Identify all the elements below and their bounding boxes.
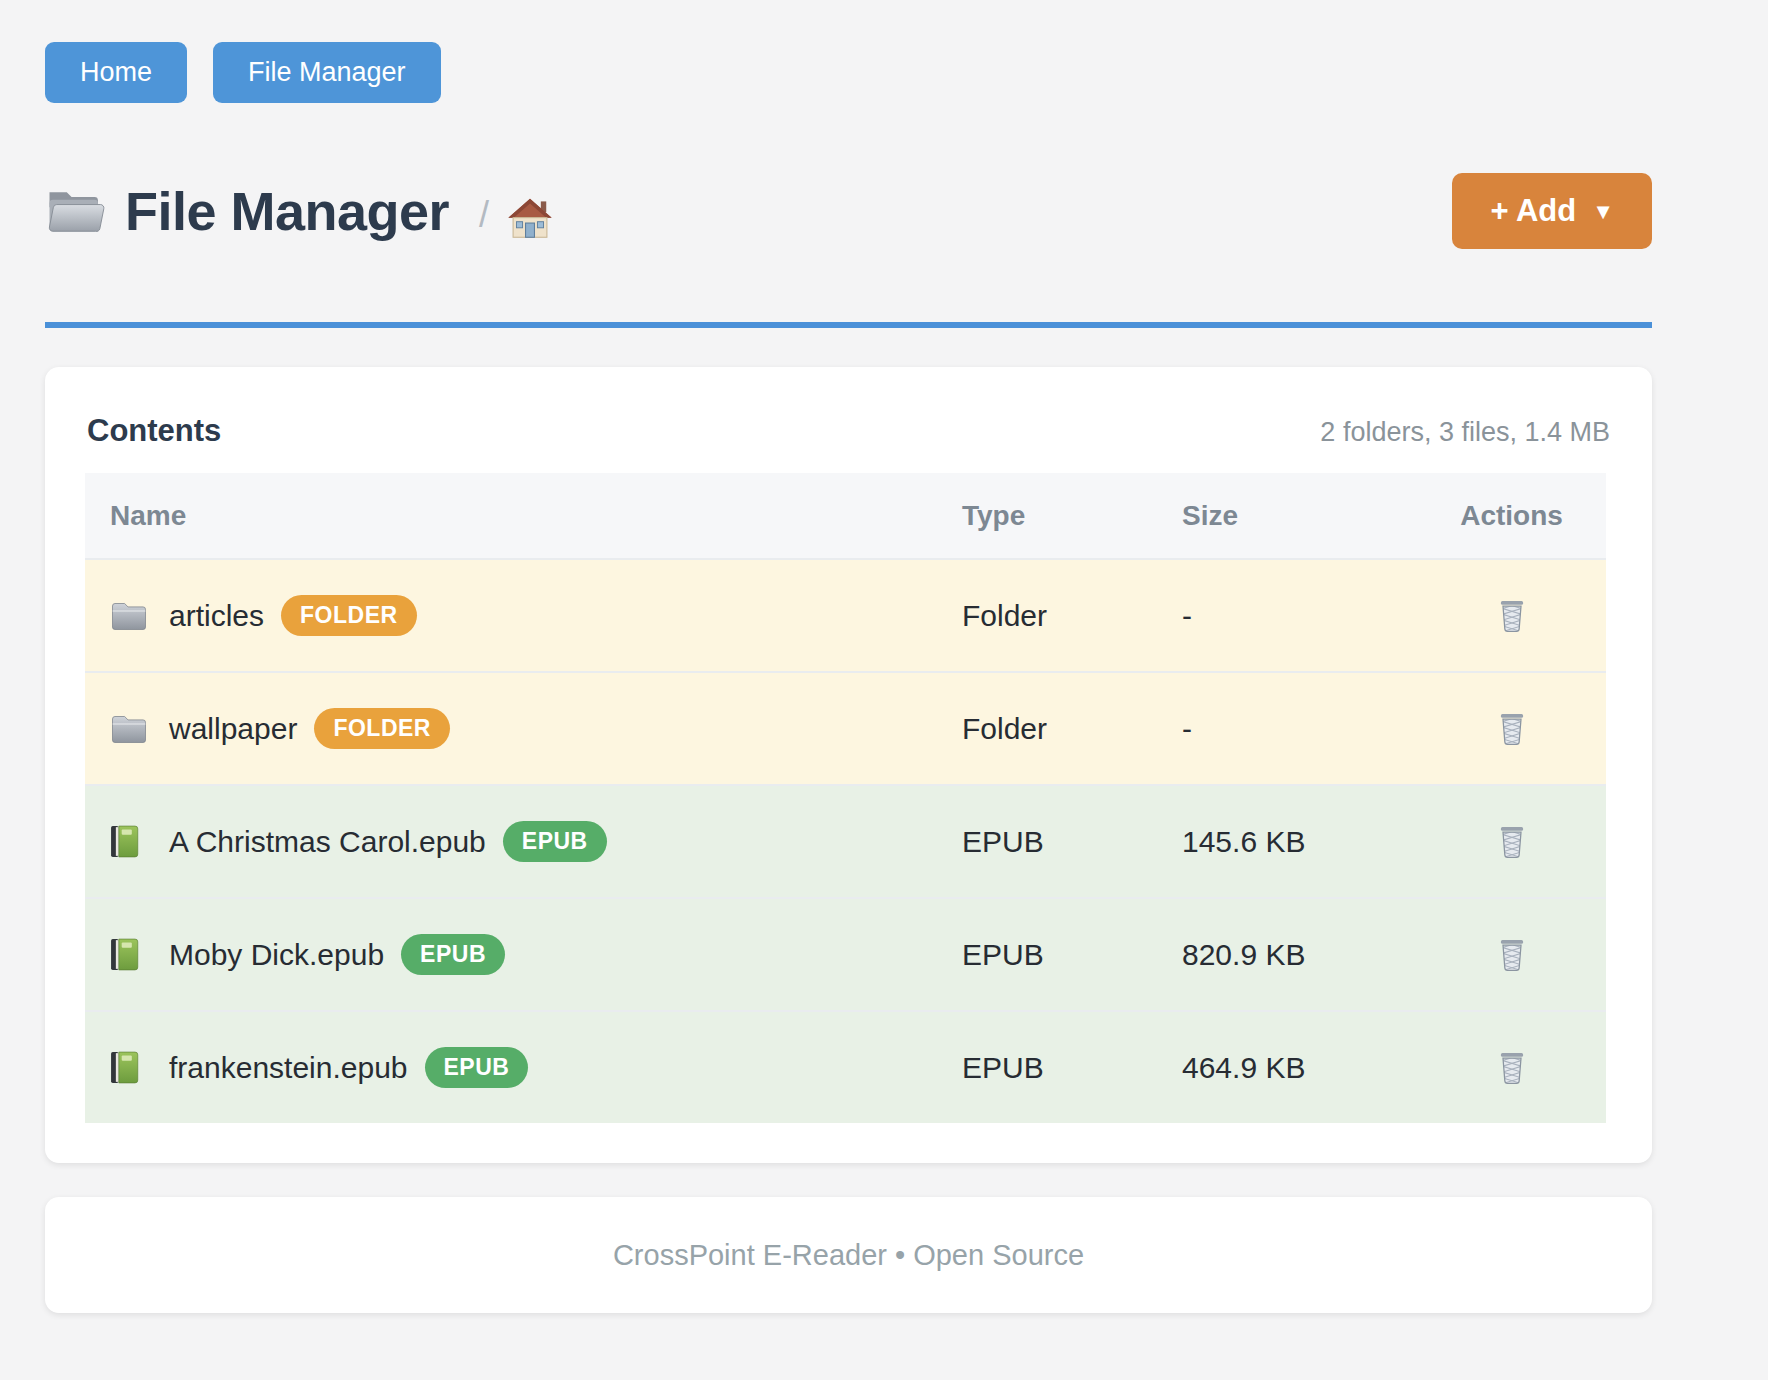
header-divider <box>45 322 1652 328</box>
top-nav: Home File Manager <box>45 0 1652 103</box>
type-cell: Folder <box>937 599 1157 633</box>
name-cell: A Christmas Carol.epub EPUB <box>85 821 937 862</box>
home-button[interactable]: Home <box>45 42 187 103</box>
size-cell: - <box>1157 599 1417 633</box>
type-cell: Folder <box>937 712 1157 746</box>
column-header-name: Name <box>85 500 937 532</box>
table-row[interactable]: A Christmas Carol.epub EPUB EPUB 145.6 K… <box>85 784 1606 897</box>
file-name[interactable]: A Christmas Carol.epub <box>169 825 486 859</box>
book-icon <box>110 825 148 858</box>
actions-cell <box>1417 820 1606 864</box>
type-badge: EPUB <box>503 821 607 862</box>
breadcrumb-separator: / <box>479 194 489 236</box>
delete-button[interactable] <box>1493 820 1531 864</box>
chevron-down-icon: ▼ <box>1592 199 1614 225</box>
name-cell: articles FOLDER <box>85 595 937 636</box>
name-cell: frankenstein.epub EPUB <box>85 1047 937 1088</box>
contents-card-header: Contents 2 folders, 3 files, 1.4 MB <box>85 407 1612 473</box>
trash-icon <box>1497 937 1527 973</box>
actions-cell <box>1417 1046 1606 1090</box>
column-header-type: Type <box>937 500 1157 532</box>
footer-card: CrossPoint E-Reader • Open Source <box>45 1197 1652 1313</box>
trash-icon <box>1497 824 1527 860</box>
delete-button[interactable] <box>1493 933 1531 977</box>
size-cell: - <box>1157 712 1417 746</box>
delete-button[interactable] <box>1493 707 1531 751</box>
page-title: File Manager <box>125 180 449 242</box>
trash-icon <box>1497 711 1527 747</box>
folder-icon <box>110 712 148 745</box>
trash-icon <box>1497 598 1527 634</box>
book-icon <box>110 938 148 971</box>
book-icon <box>110 1051 148 1084</box>
name-cell: Moby Dick.epub EPUB <box>85 934 937 975</box>
column-header-actions: Actions <box>1417 500 1606 532</box>
type-badge: EPUB <box>425 1047 529 1088</box>
actions-cell <box>1417 707 1606 751</box>
actions-cell <box>1417 933 1606 977</box>
page-header: File Manager / + Add ▼ <box>45 173 1652 249</box>
delete-button[interactable] <box>1493 1046 1531 1090</box>
actions-cell <box>1417 594 1606 638</box>
size-cell: 464.9 KB <box>1157 1051 1417 1085</box>
footer-text: CrossPoint E-Reader • Open Source <box>613 1239 1084 1272</box>
table-row[interactable]: frankenstein.epub EPUB EPUB 464.9 KB <box>85 1010 1606 1123</box>
add-button[interactable]: + Add ▼ <box>1452 173 1652 249</box>
file-name[interactable]: Moby Dick.epub <box>169 938 384 972</box>
file-name[interactable]: frankenstein.epub <box>169 1051 408 1085</box>
page: Home File Manager File Manager / <box>45 0 1652 1313</box>
breadcrumb: / <box>479 189 553 233</box>
type-cell: EPUB <box>937 1051 1157 1085</box>
file-manager-button[interactable]: File Manager <box>213 42 441 103</box>
column-header-size: Size <box>1157 500 1417 532</box>
contents-heading: Contents <box>87 413 221 449</box>
table-row[interactable]: Moby Dick.epub EPUB EPUB 820.9 KB <box>85 897 1606 1010</box>
contents-card: Contents 2 folders, 3 files, 1.4 MB Name… <box>45 367 1652 1163</box>
file-name[interactable]: articles <box>169 599 264 633</box>
table-row[interactable]: wallpaper FOLDER Folder - <box>85 671 1606 784</box>
type-badge: FOLDER <box>314 708 450 749</box>
type-cell: EPUB <box>937 938 1157 972</box>
name-cell: wallpaper FOLDER <box>85 708 937 749</box>
size-cell: 145.6 KB <box>1157 825 1417 859</box>
file-table: Name Type Size Actions <box>85 473 1606 1123</box>
type-cell: EPUB <box>937 825 1157 859</box>
add-button-label: + Add <box>1490 193 1576 229</box>
type-badge: EPUB <box>401 934 505 975</box>
trash-icon <box>1497 1050 1527 1086</box>
delete-button[interactable] <box>1493 594 1531 638</box>
title-wrap: File Manager / <box>45 180 553 242</box>
table-body: articles FOLDER Folder - <box>85 558 1606 1123</box>
folder-icon <box>110 599 148 632</box>
file-name[interactable]: wallpaper <box>169 712 297 746</box>
contents-summary: 2 folders, 3 files, 1.4 MB <box>1320 417 1610 448</box>
open-folder-icon <box>45 186 105 236</box>
table-header-row: Name Type Size Actions <box>85 473 1606 558</box>
home-icon[interactable] <box>507 197 553 241</box>
table-row[interactable]: articles FOLDER Folder - <box>85 558 1606 671</box>
type-badge: FOLDER <box>281 595 417 636</box>
size-cell: 820.9 KB <box>1157 938 1417 972</box>
